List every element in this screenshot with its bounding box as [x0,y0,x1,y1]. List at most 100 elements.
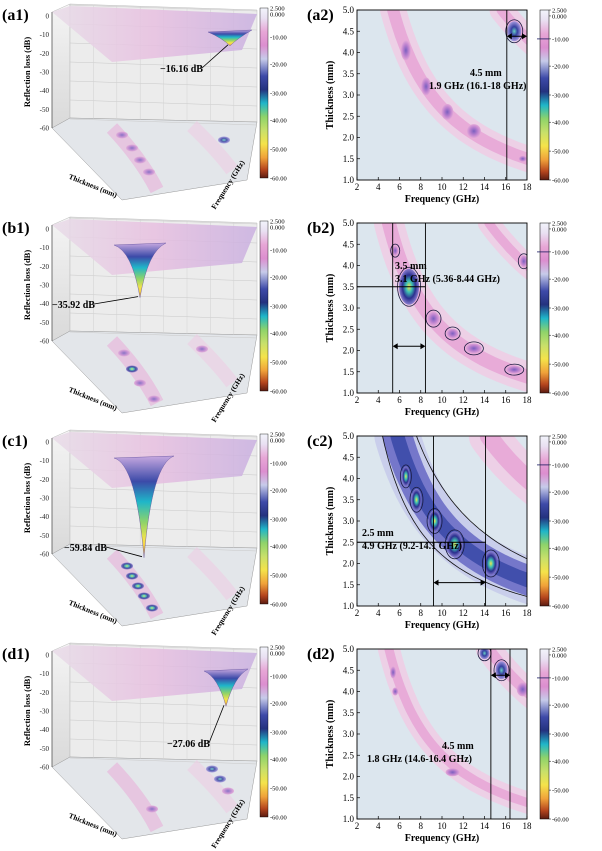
surface-sheet [52,6,257,62]
y-tick-label: 3.0 [343,90,355,100]
absorption-peak-3 [441,104,454,120]
colorbar-label: -40.00 [270,757,287,764]
z-axis-label: Reflection loss (dB) [22,676,32,747]
colorbar-label: 2.500 [552,221,567,228]
z-tick-label: -50 [40,106,50,114]
x-axis-label: Frequency (GHz) [405,833,480,844]
colorbar-label: -30.00 [270,517,287,524]
panel-label: (d1) [2,646,30,663]
x-tick-label: 12 [459,821,468,831]
peak-contour-5 [505,19,524,44]
x-tick-label: 10 [438,821,448,831]
wall-gridline [69,757,258,765]
y-tick-label: 3.5 [343,495,355,505]
z-tick-label: -30 [40,69,50,77]
y-tick-label: 1.5 [343,367,355,377]
annotation-bandwidth: 1.9 GHz (16.1-18 GHz) [429,81,526,92]
wall-gridline [69,544,258,552]
wall-gridline [69,118,258,126]
annotation-thickness: 3.5 mm [395,261,427,272]
y-axis-label: Thickness (mm) [325,487,336,556]
x-axis-label: Frequency (GHz) [405,620,480,631]
panel-label: (c2) [307,433,333,450]
colorbar-label: 0.000 [552,226,567,233]
floor-projection [106,120,238,194]
x-tick-label: 14 [480,395,490,405]
colorbar-label: -10.00 [270,460,287,467]
arrow-head-left [433,579,439,586]
min-rl-pointer [93,296,139,305]
y-tick-label: 4.5 [343,26,355,36]
z-axis-label: Reflection loss (dB) [22,463,32,534]
y-tick-label: 4.0 [343,261,355,271]
peak-contour-1 [399,464,412,489]
x-tick-label: 16 [501,182,511,192]
absorption-peak-3 [479,649,490,660]
absorption-peak-5 [465,343,482,354]
absorption-peak-2 [392,245,399,256]
z-tick-label: -10 [40,670,50,678]
peak-contour-4 [444,529,465,560]
z-tick-label: -10 [40,31,50,39]
z-tick-label: 0 [46,652,50,660]
colorbar-label: -60.00 [552,817,569,824]
peak-contour-3 [426,508,443,534]
annotation-thickness: 4.5 mm [470,68,502,79]
colorbar-label: -20.00 [552,64,569,71]
colorbar-label: 0.000 [552,13,567,20]
peak-contour-5 [463,341,484,356]
x-tick-label: 16 [501,395,511,405]
x-tick-label: 14 [480,182,490,192]
arrow-head-right [420,343,426,350]
z-tick-label: -40 [40,87,50,95]
absorption-peak-7 [519,255,527,268]
surface-panel-a1: −16.16 dB 0 -10 -20 -30 -40 -50 -60 Reflection l… [2,3,287,211]
z-tick-label: -10 [40,457,50,465]
colorbar-label: -10.00 [552,462,569,469]
absorption-peak-3 [428,510,441,532]
projection-band-2 [187,333,238,388]
projection-band [106,762,164,833]
colorbar-label: -30.00 [552,519,569,526]
z-tick-label: -40 [40,726,50,734]
arrow-head-right [522,33,527,40]
absorption-peak-6 [506,365,523,374]
colorbar-label: -60.00 [270,176,287,183]
colorbar-label: -50.00 [270,573,287,580]
colorbar-3d [259,646,269,818]
colorbar-label: -50.00 [552,149,569,156]
x-tick-label: 4 [376,182,381,192]
y-tick-label: 2.0 [343,559,355,569]
absorption-peak-2 [392,687,399,696]
x-tick-label: 2 [355,821,360,831]
colorbar-label: -30.00 [552,306,569,313]
y-tick-label: 4.5 [343,452,355,462]
absorption-peak-2 [421,77,432,96]
absorption-peak-3 [427,311,440,326]
absorption-peak-5 [483,551,498,576]
absorption-peak-5 [507,21,522,42]
colorbar-label: -40.00 [270,118,287,125]
band-core [384,649,527,808]
projection-peak-1 [116,131,128,139]
y-tick-label: 4.5 [343,239,355,249]
colorbar-label: -10.00 [270,34,287,41]
x-tick-label: 2 [355,182,360,192]
y-tick-label: 3.0 [343,516,355,526]
z-tick-label: -50 [40,532,50,540]
peak-contour-4 [444,326,461,341]
y-tick-label: 1.0 [343,388,355,398]
y-tick-label: 2.5 [343,750,355,760]
panel-label: (b2) [307,220,335,237]
y-tick-label: 1.0 [343,175,355,185]
absorption-peak-4 [446,328,459,339]
band-core-2 [484,223,527,272]
z-tick-label: 0 [46,13,50,21]
min-rl-label: −59.84 dB [64,543,107,554]
floor-projection [106,759,238,833]
arrow-head-right [480,579,486,586]
min-rl-label: −16.16 dB [160,64,203,75]
colorbar-label: 0.000 [552,652,567,659]
x-tick-label: 6 [397,182,402,192]
